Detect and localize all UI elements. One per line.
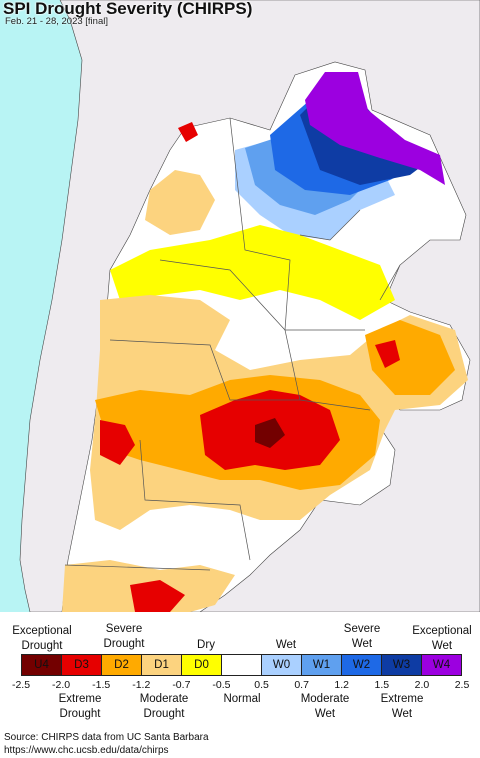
legend-color-bar: U4 D3 D2 D1 D0 W0 W1 W2 W3 W4 xyxy=(21,654,462,676)
legend-label-exceptional-wet-text: Exceptional Wet xyxy=(412,625,472,652)
legend-swatch-w1: W1 xyxy=(302,655,342,675)
legend-tick: -1.5 xyxy=(92,679,111,691)
legend-swatch-normal xyxy=(222,655,262,675)
legend-label-moderate-wet-text: Moderate Wet xyxy=(300,693,350,720)
legend-label-extreme-drought: Extreme Drought xyxy=(59,692,102,722)
legend-label-exceptional-wet: Exceptional Wet xyxy=(412,624,471,654)
region-d0 xyxy=(110,225,395,320)
legend-label-moderate-drought-text: Moderate Drought xyxy=(139,693,189,720)
source-credit: Source: CHIRPS data from UC Santa Barbar… xyxy=(4,732,209,757)
legend-label-severe-wet-text: Severe Wet xyxy=(343,623,381,650)
region-d3-west xyxy=(100,420,135,465)
legend-tick: -2.0 xyxy=(52,679,71,691)
legend-label-dry-text: Dry xyxy=(197,639,215,651)
legend-tick: 2.5 xyxy=(454,679,470,691)
legend-label-extreme-drought-text: Extreme Drought xyxy=(58,693,102,720)
map-title: SPI Drought Severity (CHIRPS) xyxy=(3,0,253,18)
legend-swatch-w2: W2 xyxy=(342,655,382,675)
drought-map xyxy=(0,0,480,612)
source-url[interactable]: https://www.chc.ucsb.edu/data/chirps xyxy=(4,744,169,756)
legend-label-extreme-wet-text: Extreme Wet xyxy=(380,693,424,720)
legend-label-severe-drought: Severe Drought xyxy=(104,622,145,652)
legend-label-moderate-drought: Moderate Drought xyxy=(140,692,189,722)
legend-tick: 1.2 xyxy=(334,679,350,691)
legend-tick: 0.5 xyxy=(254,679,269,691)
legend-swatch-d0: D0 xyxy=(182,655,222,675)
legend-tick: -0.7 xyxy=(172,679,191,691)
legend-label-severe-wet: Severe Wet xyxy=(344,622,380,652)
legend-label-extreme-wet: Extreme Wet xyxy=(381,692,424,722)
legend-tick: 2.0 xyxy=(414,679,430,691)
legend-label-exceptional-drought: Exceptional Drought xyxy=(12,624,71,654)
legend-label-moderate-wet: Moderate Wet xyxy=(301,692,350,722)
legend-label-wet: Wet xyxy=(276,638,296,653)
region-d1-north xyxy=(145,170,215,235)
region-d3-east xyxy=(375,340,400,368)
legend-tick: -0.5 xyxy=(212,679,231,691)
boundaries xyxy=(64,117,401,571)
legend-label-exceptional-drought-text: Exceptional Drought xyxy=(12,625,72,652)
legend-swatch-d2: D2 xyxy=(102,655,142,675)
legend-tick: 1.5 xyxy=(374,679,390,691)
legend-swatch-d3: D3 xyxy=(62,655,102,675)
map-date: Feb. 21 - 28, 2023 [final] xyxy=(5,16,108,27)
source-text: Source: CHIRPS data from UC Santa Barbar… xyxy=(4,732,209,743)
region-w4 xyxy=(305,72,445,185)
legend-label-dry: Dry xyxy=(197,638,215,653)
region-d3-south xyxy=(130,580,185,612)
legend-tick: 0.7 xyxy=(294,679,309,691)
legend-swatch-w4: W4 xyxy=(422,655,461,675)
legend-tick: -1.2 xyxy=(132,679,151,691)
map-area: SPI Drought Severity (CHIRPS) Feb. 21 - … xyxy=(0,0,480,612)
region-u4 xyxy=(255,418,285,448)
legend-label-severe-drought-text: Severe Drought xyxy=(103,623,145,650)
legend-tick: -2.5 xyxy=(11,679,31,691)
region-d3-north xyxy=(178,122,198,142)
legend: Exceptional Drought Severe Drought Dry W… xyxy=(0,612,480,758)
legend-label-wet-text: Wet xyxy=(275,639,297,651)
legend-swatch-w0: W0 xyxy=(262,655,302,675)
legend-swatch-w3: W3 xyxy=(382,655,422,675)
region-d2-east xyxy=(365,320,455,395)
legend-label-normal-text: Normal xyxy=(223,693,261,705)
legend-swatch-d1: D1 xyxy=(142,655,182,675)
legend-swatch-u4: U4 xyxy=(22,655,62,675)
legend-label-normal: Normal xyxy=(223,692,260,707)
